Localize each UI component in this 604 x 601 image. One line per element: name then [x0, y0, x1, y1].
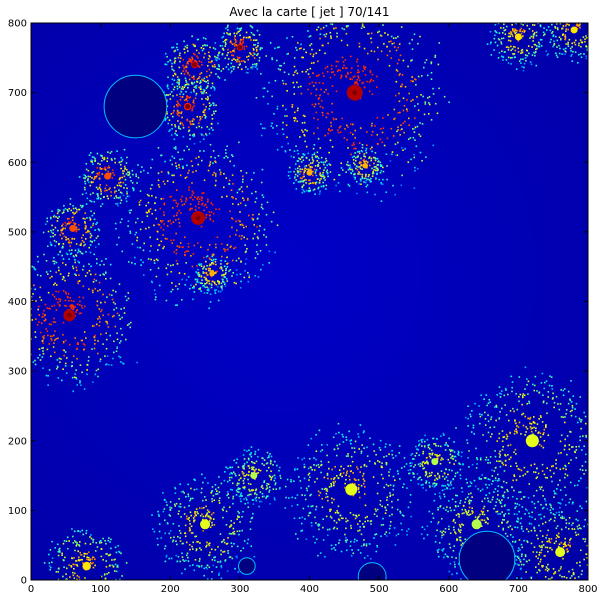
chart-title: Avec la carte [ jet ] 70/141	[229, 5, 389, 19]
spiral-cluster	[284, 422, 412, 560]
spiral-cluster	[164, 35, 226, 97]
spiral-cluster	[405, 432, 464, 494]
spiral-cluster	[31, 253, 139, 393]
x-tick-label: 0	[28, 584, 34, 595]
x-tick-label: 400	[300, 584, 319, 595]
y-tick-label: 0	[21, 576, 27, 587]
x-tick-label: 600	[439, 584, 458, 595]
spiral-cluster	[346, 147, 384, 188]
interior-bulb	[237, 557, 256, 575]
spiral-cluster	[151, 473, 256, 580]
y-tick-label: 500	[8, 227, 27, 238]
x-axis: 0 100 200 300 400 500 600 700 800	[28, 23, 598, 595]
y-tick-label: 100	[8, 506, 27, 517]
interior-bulb	[357, 562, 387, 580]
y-tick-label: 700	[8, 88, 27, 99]
spiral-cluster	[194, 255, 232, 294]
spiral-cluster	[255, 23, 450, 202]
x-tick-label: 100	[91, 584, 110, 595]
x-tick-label: 800	[578, 584, 597, 595]
spiral-cluster	[507, 501, 588, 580]
x-tick-label: 300	[230, 584, 249, 595]
spiral-cluster	[486, 23, 549, 72]
spiral-cluster	[543, 23, 588, 64]
y-tick-label: 300	[8, 367, 27, 378]
spiral-cluster	[214, 23, 263, 74]
y-tick-label: 400	[8, 297, 27, 308]
interior-bulb	[103, 74, 168, 139]
spiral-cluster	[114, 141, 279, 310]
spiral-cluster	[287, 151, 332, 195]
x-tick-label: 200	[161, 584, 180, 595]
spiral-cluster	[78, 148, 137, 208]
y-axis: 0 100 200 300 400 500 600 700 800	[8, 19, 588, 587]
x-tick-label: 500	[370, 584, 389, 595]
y-tick-label: 200	[8, 436, 27, 447]
spiral-cluster	[43, 528, 128, 580]
spiral-cluster	[453, 366, 588, 527]
spiral-cluster	[223, 446, 282, 508]
spiral-cluster	[42, 198, 101, 263]
interior-bulb	[458, 530, 516, 580]
x-tick-label: 700	[509, 584, 528, 595]
y-tick-label: 800	[8, 19, 27, 30]
y-tick-label: 600	[8, 158, 27, 169]
